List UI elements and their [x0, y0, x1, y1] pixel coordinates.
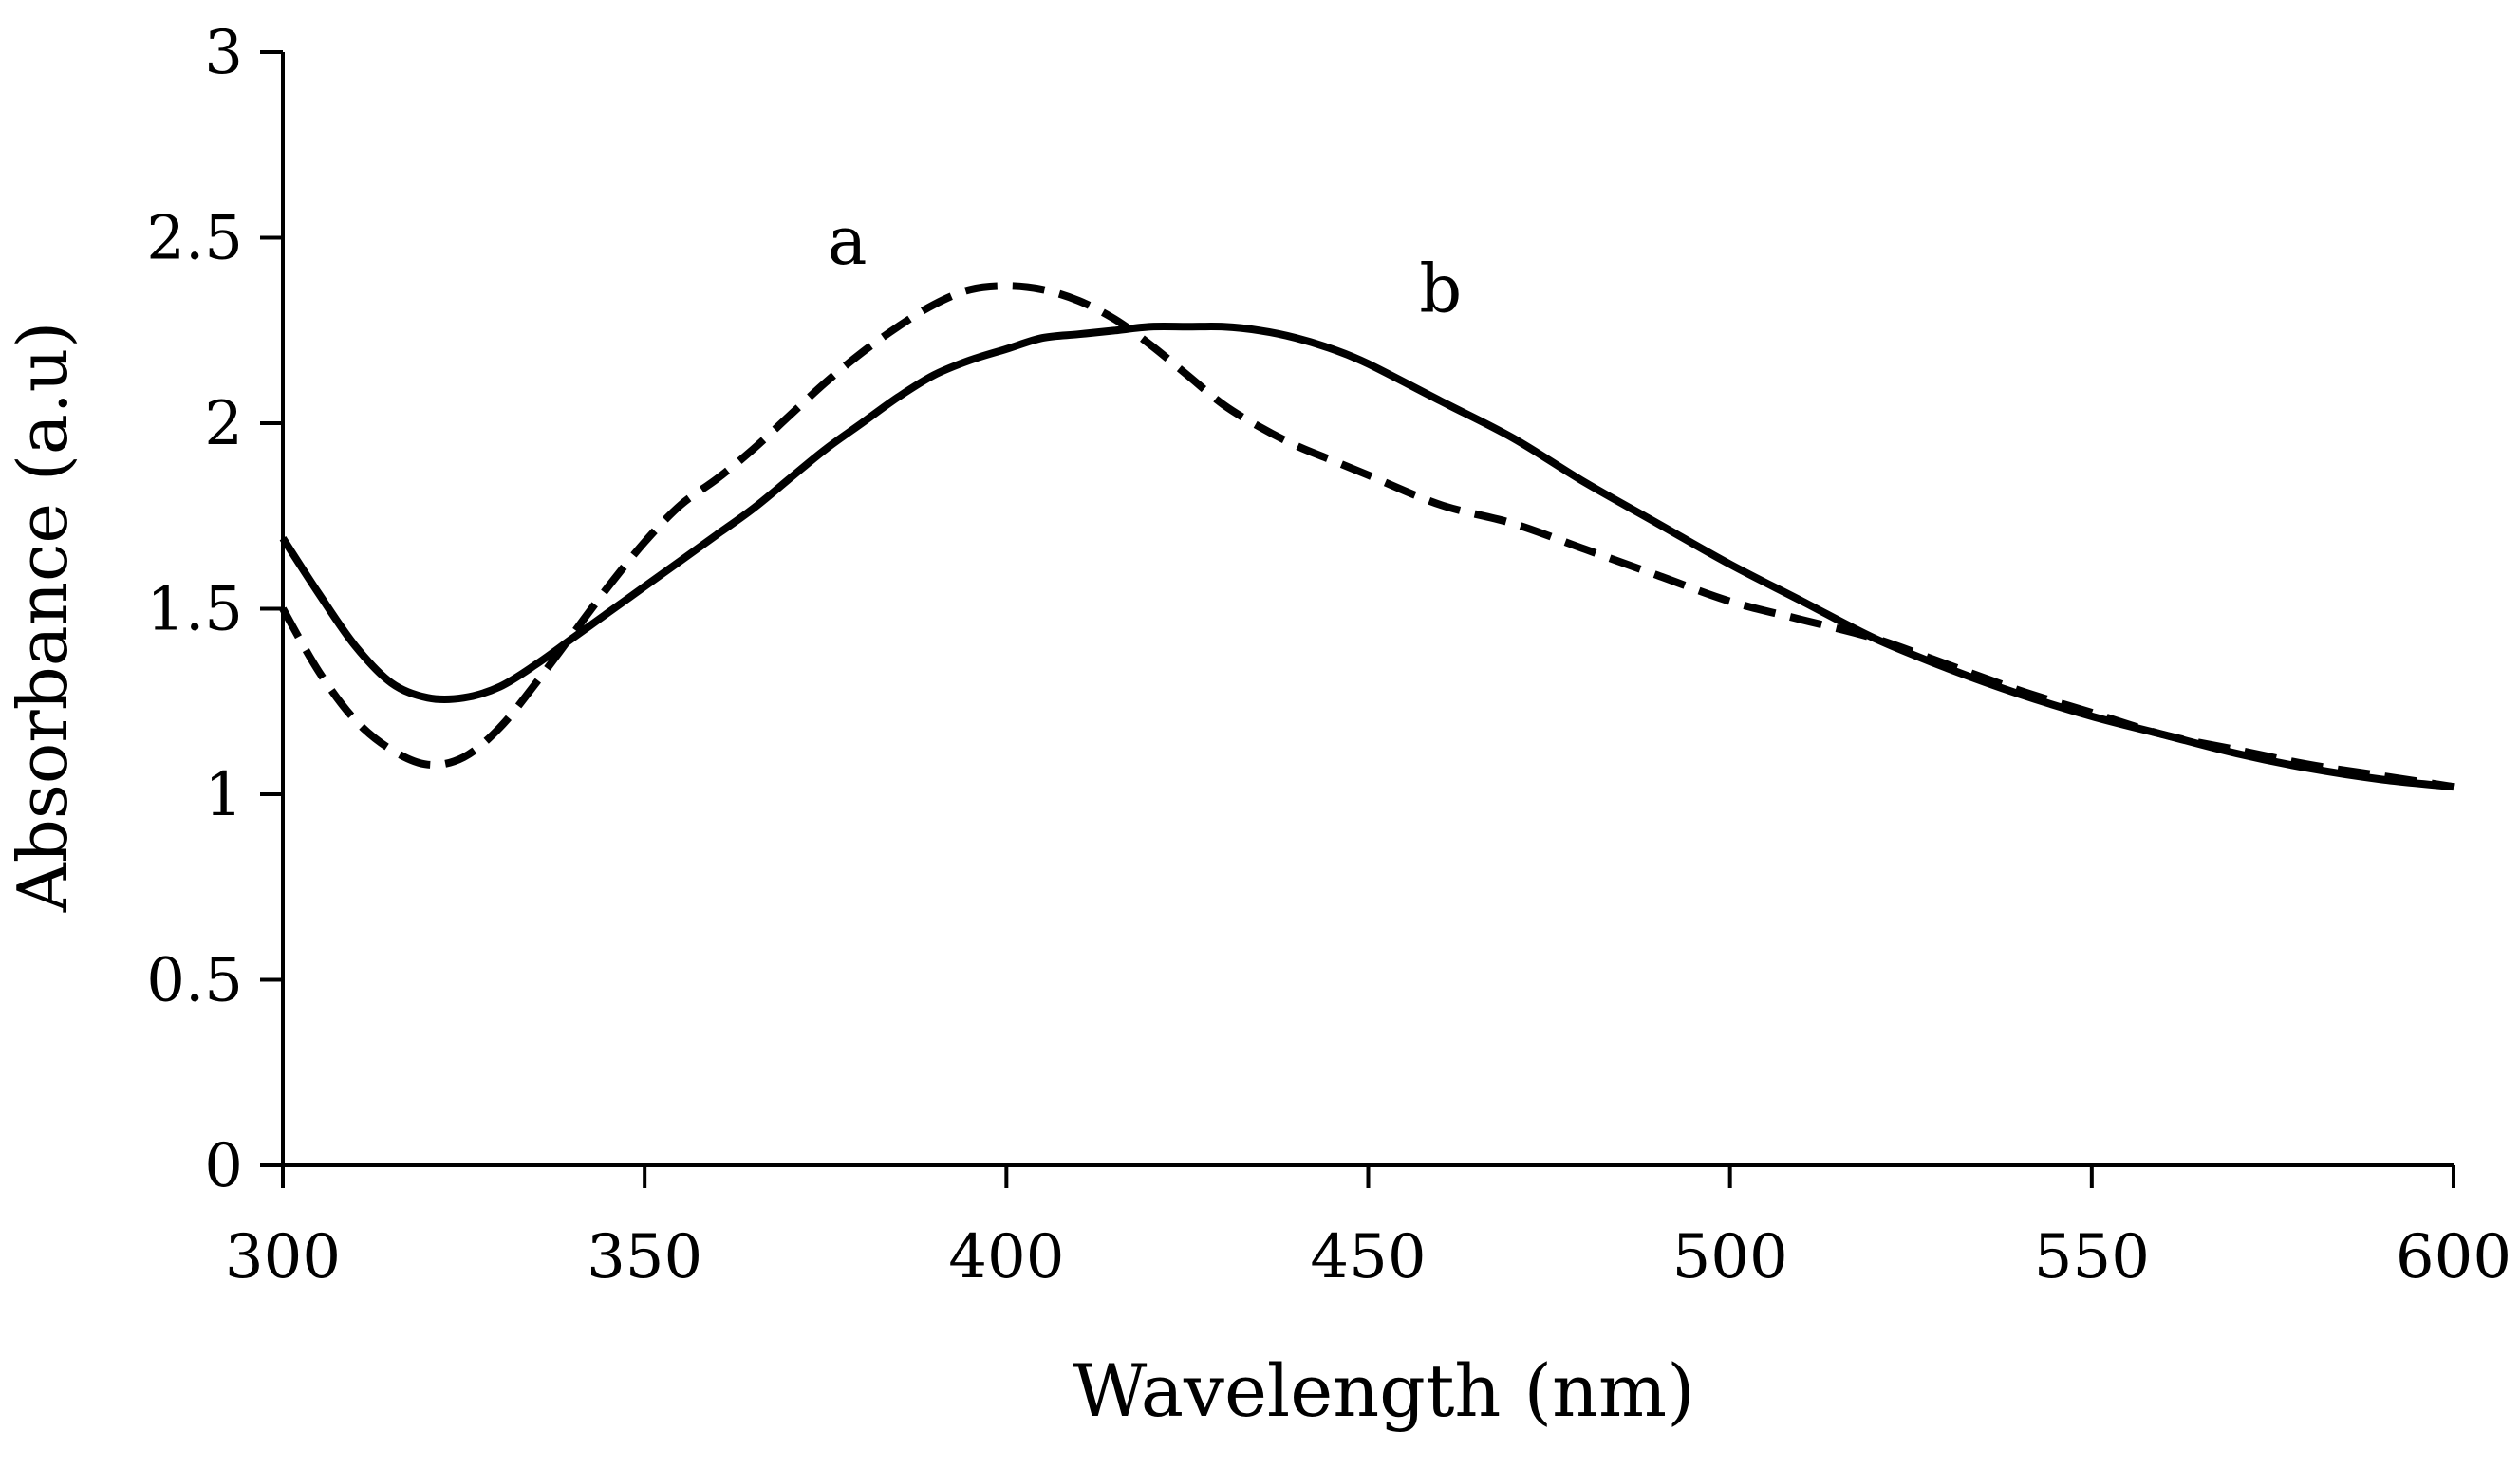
axes: 0 0.5 1 1.5 2 2.5 3 300 350 400 450 500 550 600	[146, 18, 2511, 1292]
y-tick-label: 0.5	[146, 946, 243, 1016]
x-tick-label: 350	[587, 1222, 702, 1292]
series-labels: ab	[828, 202, 1462, 328]
y-tick-label: 2	[204, 389, 243, 459]
x-tick-label: 500	[1672, 1222, 1788, 1292]
y-tick-label: 2.5	[146, 204, 243, 274]
y-tick-label: 0	[204, 1131, 243, 1201]
x-tick-label: 600	[2396, 1222, 2511, 1292]
y-tick-label: 1	[204, 760, 243, 830]
y-tick-label: 1.5	[146, 575, 243, 645]
x-tick-label: 450	[1310, 1222, 1426, 1292]
x-tick-label: 550	[2034, 1222, 2150, 1292]
series-b-label: b	[1419, 251, 1462, 328]
x-axis-title: Wavelength (nm)	[1073, 1348, 1695, 1433]
series-b-line	[279, 323, 2455, 791]
y-axis-title: Absorbance (a.u)	[3, 322, 83, 913]
y-tick-label: 3	[204, 18, 243, 88]
series-a-label: a	[828, 202, 868, 280]
series-lines	[279, 282, 2455, 791]
x-tick-label: 400	[948, 1222, 1064, 1292]
x-tick-label: 300	[225, 1222, 341, 1292]
